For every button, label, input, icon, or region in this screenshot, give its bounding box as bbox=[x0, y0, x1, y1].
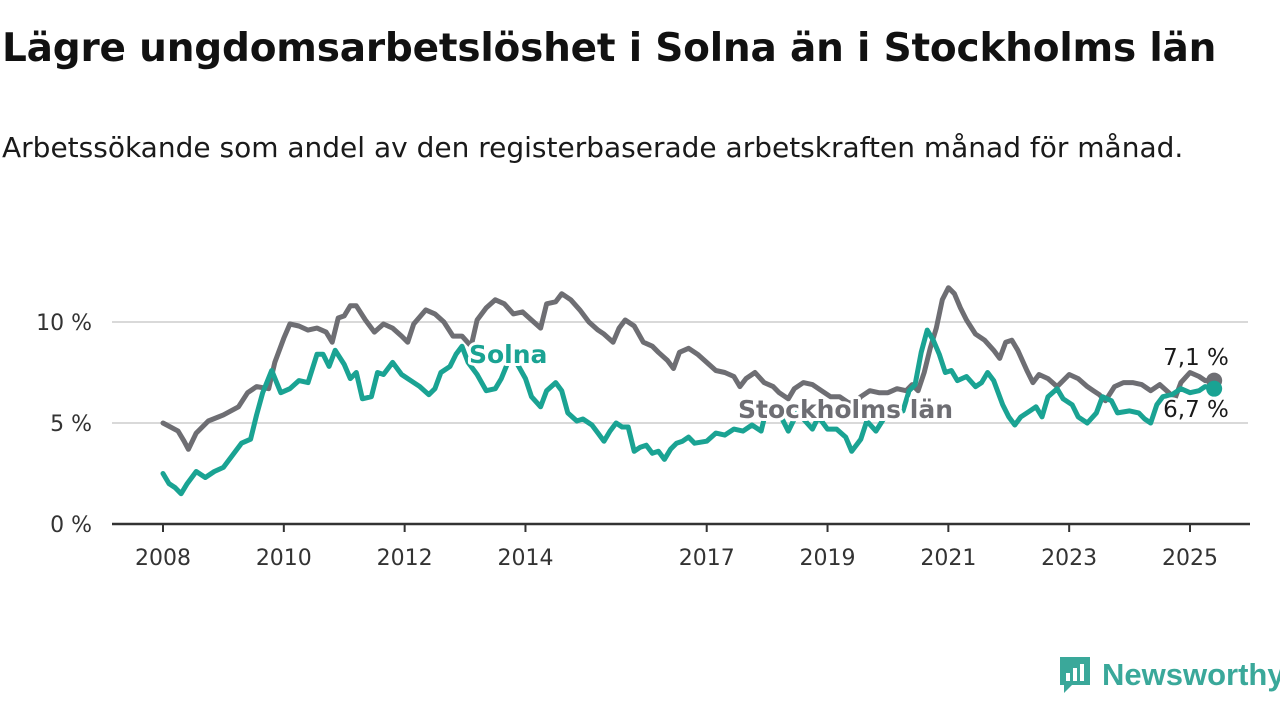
chart-subtitle: Arbetssökande som andel av den registerb… bbox=[2, 131, 1184, 164]
series-label-solna: Solna bbox=[469, 340, 547, 369]
newsworthy-logo-icon bbox=[1060, 657, 1090, 693]
end-value-label: 7,1 % bbox=[1163, 345, 1229, 371]
annotations: Stockholms län Solna 7,1 % 6,7 % bbox=[466, 337, 1231, 427]
series-line-solna bbox=[160, 327, 1217, 497]
end-value-label: 6,7 % bbox=[1163, 397, 1229, 423]
end-marker-solna bbox=[1206, 380, 1223, 397]
logo-text: Newsworthy bbox=[1102, 657, 1280, 692]
series-line-stockholms-lan bbox=[160, 285, 1217, 452]
x-tick-label: 2014 bbox=[497, 546, 553, 571]
x-tick-label: 2012 bbox=[377, 546, 433, 571]
x-tick-label: 2008 bbox=[135, 546, 191, 571]
y-tick-label: 5 % bbox=[50, 412, 92, 437]
x-tick-label: 2010 bbox=[256, 546, 312, 571]
x-tick-label: 2023 bbox=[1041, 546, 1097, 571]
x-axis: 2008 2010 2012 2014 2017 2019 2021 2023 2025 bbox=[112, 522, 1250, 571]
y-tick-label: 10 % bbox=[36, 311, 92, 336]
y-axis-labels: 0 % 5 % 10 % bbox=[36, 311, 92, 538]
x-tick-label: 2019 bbox=[800, 546, 856, 571]
gridlines bbox=[112, 321, 1248, 424]
newsworthy-logo: Newsworthy bbox=[1058, 655, 1280, 695]
series-lines bbox=[160, 285, 1223, 497]
series-label-stockholms-lan: Stockholms län bbox=[738, 395, 953, 424]
x-tick-label: 2021 bbox=[920, 546, 976, 571]
x-tick-label: 2025 bbox=[1162, 546, 1218, 571]
x-tick-label: 2017 bbox=[679, 546, 735, 571]
y-tick-label: 0 % bbox=[50, 513, 92, 538]
chart-title: Lägre ungdomsarbetslöshet i Solna än i S… bbox=[2, 26, 1217, 71]
